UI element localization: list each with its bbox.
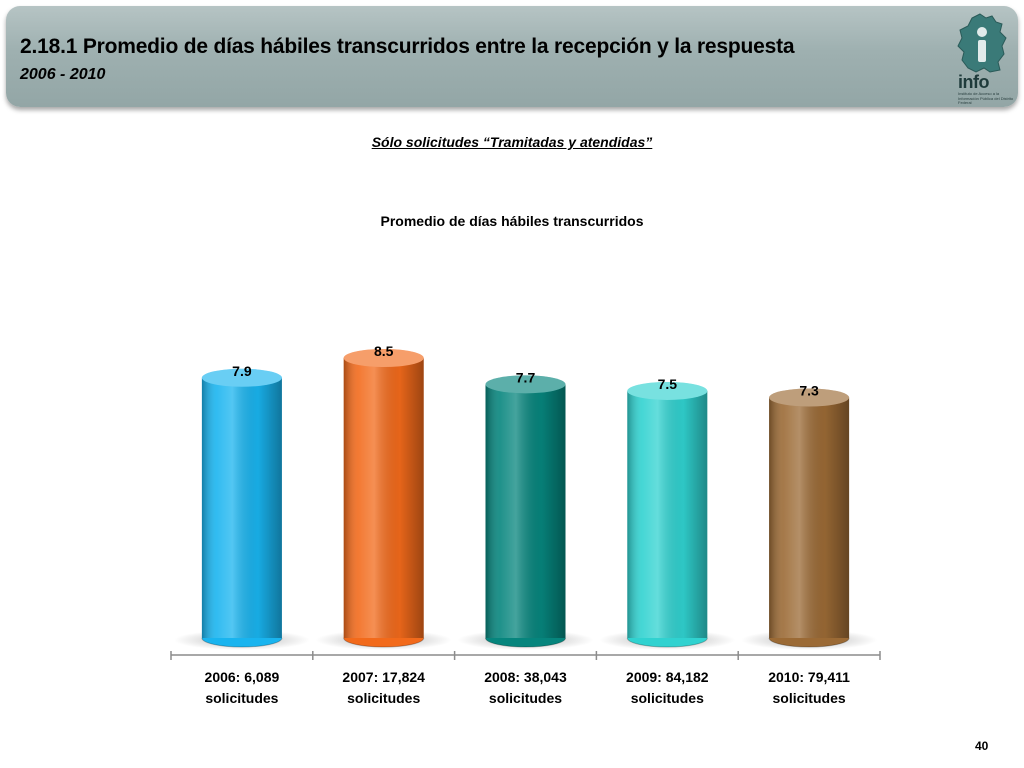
category-label: solicitudes — [489, 690, 562, 706]
filter-note: Sólo solicitudes “Tramitadas y atendidas… — [371, 134, 653, 150]
category-label: solicitudes — [773, 690, 846, 706]
info-logo-icon — [957, 13, 1007, 73]
bar — [343, 349, 425, 648]
bar — [768, 388, 850, 648]
data-label: 8.5 — [374, 343, 394, 359]
category-label: 2007: 17,824 — [342, 669, 425, 685]
data-label: 7.3 — [799, 383, 819, 399]
category-label: 2008: 38,043 — [484, 669, 567, 685]
chart-title: Promedio de días hábiles transcurridos — [380, 213, 644, 229]
logo-text: info — [958, 72, 990, 92]
bar — [626, 381, 708, 648]
page-title: 2.18.1 Promedio de días hábiles transcur… — [20, 35, 795, 58]
category-label: 2009: 84,182 — [626, 669, 709, 685]
bar — [485, 375, 566, 648]
bar — [201, 368, 283, 648]
category-label: 2010: 79,411 — [768, 669, 850, 685]
header-banner: 2.18.1 Promedio de días hábiles transcur… — [6, 6, 1018, 107]
data-label: 7.7 — [516, 369, 536, 385]
category-label: 2006: 6,089 — [205, 669, 280, 685]
logo-caption: Instituto de Acceso a la Información Púb… — [958, 91, 1014, 105]
page-subtitle: 2006 - 2010 — [20, 66, 106, 83]
category-label: solicitudes — [631, 690, 704, 706]
data-label: 7.9 — [232, 363, 252, 379]
category-label: solicitudes — [347, 690, 420, 706]
category-label: solicitudes — [205, 690, 278, 706]
page-number: 40 — [975, 739, 989, 753]
data-label: 7.5 — [658, 376, 678, 392]
